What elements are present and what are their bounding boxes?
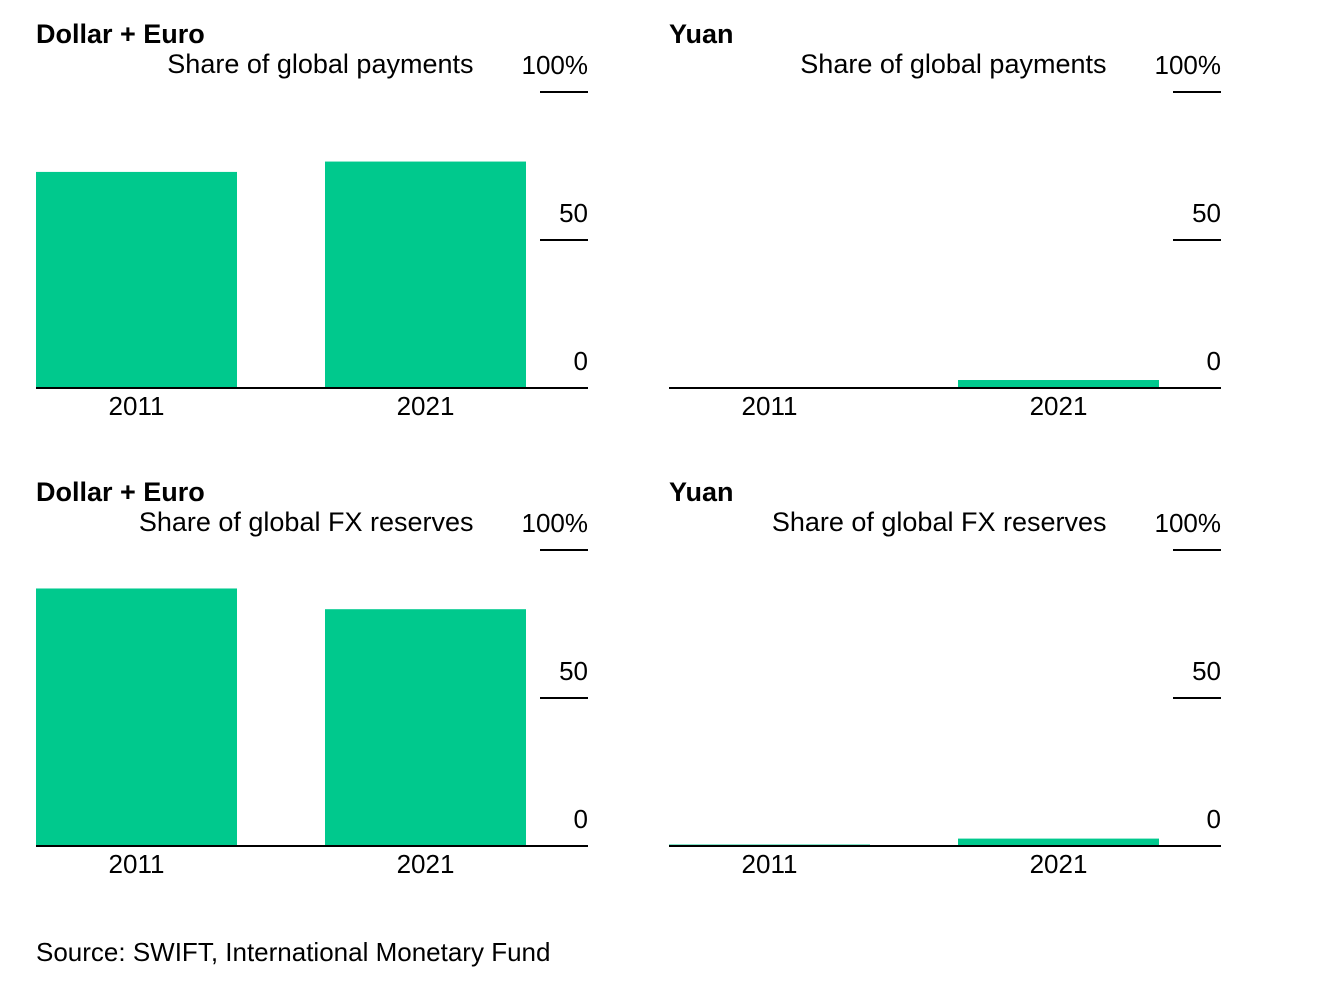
y-tick-label: 50	[1192, 198, 1221, 228]
source-note: Source: SWIFT, International Monetary Fu…	[36, 937, 551, 967]
chart-subtitle: Share of global payments	[800, 49, 1106, 79]
bar-2021	[958, 380, 1159, 388]
x-tick-label: 2011	[109, 391, 165, 421]
y-tick-label: 0	[574, 346, 588, 376]
x-tick-label: 2021	[397, 849, 455, 879]
y-tick-label: 0	[574, 804, 588, 834]
x-tick-label: 2011	[109, 849, 165, 879]
bar-2011	[36, 588, 237, 846]
y-tick-label: 100%	[522, 508, 589, 538]
chart-subtitle: Share of global FX reserves	[772, 507, 1107, 537]
bar-chart: Yuan Share of global FX reserves 100% 50 0 20…	[669, 477, 1222, 879]
bar-2021	[958, 838, 1159, 846]
y-tick-label: 50	[559, 656, 588, 686]
chart-title: Dollar + Euro	[36, 477, 205, 507]
chart-subtitle: Share of global payments	[167, 49, 473, 79]
x-tick-label: 2021	[397, 391, 455, 421]
chart-panel-reserves-yuan: Yuan Share of global FX reserves 100% 50 0 20…	[669, 476, 1269, 916]
chart-subtitle: Share of global FX reserves	[139, 507, 474, 537]
chart-panel-payments-yuan: Yuan Share of global payments 100% 50 0 2011 2…	[669, 18, 1269, 458]
y-tick-label: 50	[559, 198, 588, 228]
chart-title: Dollar + Euro	[36, 19, 205, 49]
y-tick-label: 0	[1207, 346, 1221, 376]
y-tick-label: 100%	[1155, 508, 1222, 538]
bar-2021	[325, 609, 526, 846]
y-tick-label: 100%	[1155, 50, 1222, 80]
y-tick-label: 100%	[522, 50, 589, 80]
chart-title: Yuan	[669, 19, 734, 49]
x-tick-label: 2011	[742, 391, 798, 421]
y-tick-label: 0	[1207, 804, 1221, 834]
bar-2011	[36, 171, 237, 388]
chart-panel-reserves-dollar-euro: Dollar + Euro Share of global FX reserves…	[36, 476, 636, 916]
x-tick-label: 2011	[742, 849, 798, 879]
y-tick-label: 50	[1192, 656, 1221, 686]
x-tick-label: 2021	[1030, 391, 1088, 421]
bar-chart: Yuan Share of global payments 100% 50 0 2011 2…	[669, 19, 1222, 421]
chart-panel-payments-dollar-euro: Dollar + Euro Share of global payments 100…	[36, 18, 636, 458]
chart-title: Yuan	[669, 477, 734, 507]
x-tick-label: 2021	[1030, 849, 1088, 879]
bar-2021	[325, 161, 526, 388]
